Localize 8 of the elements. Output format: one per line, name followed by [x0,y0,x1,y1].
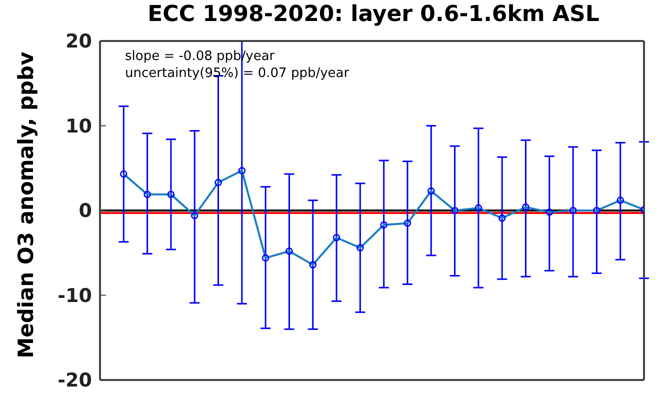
y-tick-label: -10 [58,284,92,307]
annotation: uncertainty(95%) = 0.07 ppb/year [125,65,350,82]
y-axis-title: Median O3 anomaly, ppbv [14,52,38,358]
y-tick-label: 0 [78,200,92,222]
y-tick-label: 10 [66,115,92,138]
y-tick-label: -20 [58,370,92,392]
y-tick-label: 20 [66,30,92,53]
chart-title: ECC 1998-2020: layer 0.6-1.6km ASL [146,2,600,27]
